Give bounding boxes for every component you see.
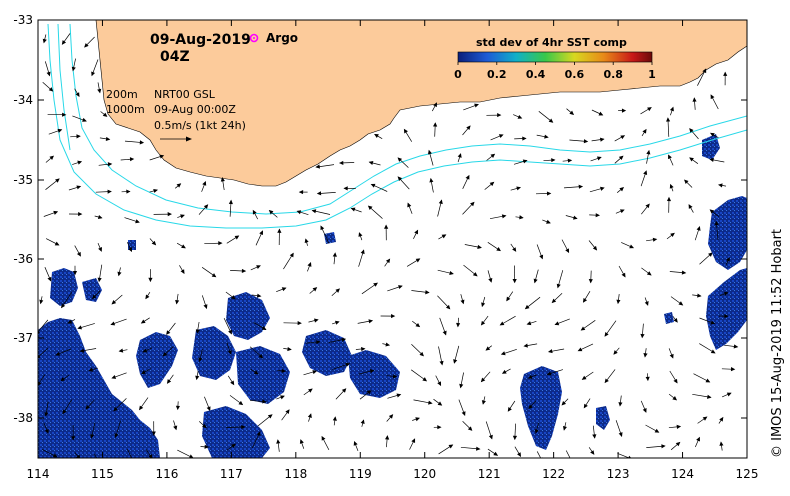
contour-1000m-label: 1000m <box>106 103 145 116</box>
date-label: 09-Aug-2019 <box>150 32 251 48</box>
legend-tick-label: 0 <box>454 68 462 81</box>
y-tick-label: -33 <box>13 13 33 27</box>
credit-label: © IMOS 15-Aug-2019 11:52 Hobart <box>770 229 785 458</box>
x-tick-label: 119 <box>349 467 372 481</box>
legend-tick-label: 0.4 <box>526 68 546 81</box>
y-tick-label: -37 <box>13 331 33 345</box>
x-tick-label: 116 <box>155 467 178 481</box>
argo-label: Argo <box>266 31 298 45</box>
x-tick-label: 120 <box>413 467 436 481</box>
time-label: 04Z <box>160 49 190 65</box>
current-vector-head <box>133 462 136 466</box>
y-tick-label: -36 <box>13 252 33 266</box>
legend-title: std dev of 4hr SST comp <box>476 36 627 49</box>
legend-tick-label: 0.2 <box>487 68 507 81</box>
legend-tick-label: 0.6 <box>565 68 585 81</box>
sst-patch-small-1 <box>324 232 336 244</box>
current-vector-head <box>571 462 574 466</box>
x-tick-label: 121 <box>478 467 501 481</box>
x-tick-label: 122 <box>542 467 565 481</box>
contour-200m-label: 200m <box>106 88 138 101</box>
y-tick-label: -34 <box>13 93 33 107</box>
x-tick-label: 114 <box>27 467 50 481</box>
y-tick-label: -38 <box>13 411 33 425</box>
current-vector-head <box>97 460 100 464</box>
x-tick-label: 125 <box>736 467 759 481</box>
sst-patch-small-3 <box>128 240 136 250</box>
valid-time-label: 09-Aug 00:00Z <box>154 103 236 116</box>
x-tick-label: 124 <box>671 467 694 481</box>
legend-tick-label: 1 <box>648 68 656 81</box>
y-tick-label: -35 <box>13 173 33 187</box>
scale-label: 0.5m/s (1kt 24h) <box>154 119 246 132</box>
plot-area <box>36 20 747 466</box>
product-label: NRT00 GSL <box>154 88 216 101</box>
x-tick-label: 117 <box>220 467 243 481</box>
x-tick-label: 115 <box>91 467 114 481</box>
legend-colorbar <box>458 52 652 62</box>
x-tick-label: 123 <box>607 467 630 481</box>
x-tick-label: 118 <box>284 467 307 481</box>
legend-tick-label: 0.8 <box>603 68 623 81</box>
